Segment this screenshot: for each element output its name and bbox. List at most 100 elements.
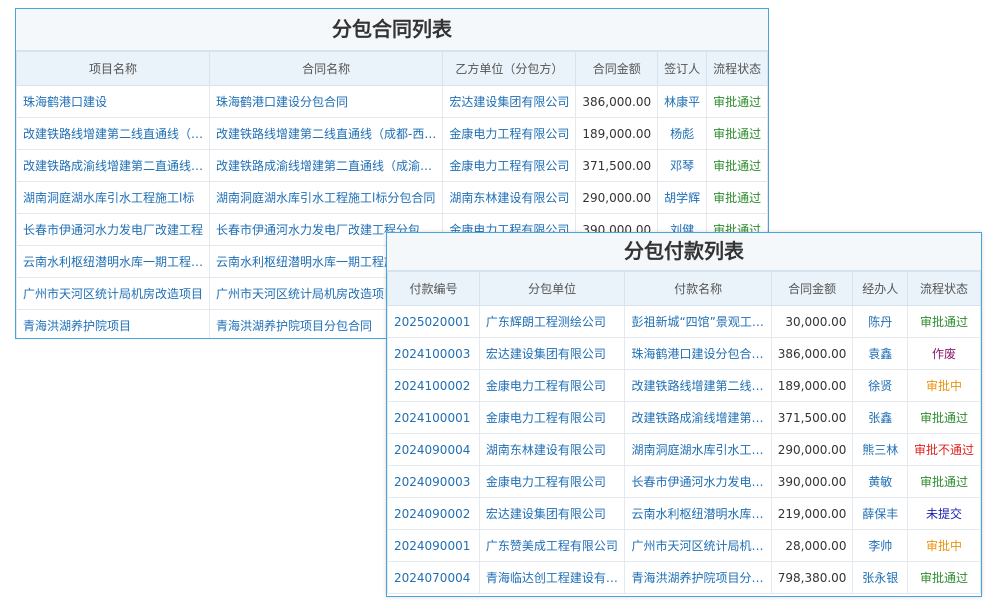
table-cell: 386,000.00 — [770, 337, 854, 370]
table-cell[interactable]: 2024090002 — [387, 497, 480, 530]
table-row[interactable]: 2024100002 金康电力工程有限公司 改建铁路线增建第二线… 189,000.0… — [387, 369, 981, 402]
table-cell[interactable]: 金康电力工程有限公司 — [442, 117, 577, 150]
table-cell: 徐贤 — [852, 369, 908, 402]
table-cell[interactable]: 2024100002 — [387, 369, 480, 402]
table-cell: 390,000.00 — [770, 465, 854, 498]
table-cell[interactable]: 长春市伊通河水力发电厂改建工程 — [16, 213, 211, 246]
table-cell[interactable]: 2024070004 — [387, 561, 480, 594]
panel-title: 分包合同列表 — [16, 9, 768, 51]
table-cell: 219,000.00 — [770, 497, 854, 530]
table-cell[interactable]: 宏达建设集团有限公司 — [442, 85, 577, 118]
column-header: 签订人 — [657, 51, 708, 86]
column-header: 合同金额 — [575, 51, 659, 86]
column-header: 乙方单位（分包方） — [442, 51, 577, 86]
table-row[interactable]: 改建铁路成渝线增建第二直通线… 改建铁路成渝线增建第二直通线（成渝… 金康电力工程有… — [16, 149, 768, 182]
table-row[interactable]: 2024090001 广东赞美成工程有限公司 广州市天河区统计局机… 28,000.0… — [387, 529, 981, 562]
table-row[interactable]: 2024100003 宏达建设集团有限公司 珠海鹤港口建设分包合… 386,000.0… — [387, 337, 981, 370]
table-cell[interactable]: 珠海鹤港口建设分包合同 — [209, 85, 444, 118]
table-cell[interactable]: 金康电力工程有限公司 — [478, 401, 626, 434]
table-cell: 28,000.00 — [770, 529, 854, 562]
table-cell[interactable]: 广东辉朗工程测绘公司 — [478, 305, 626, 338]
table-cell[interactable]: 改建铁路线增建第二线直通线（成都-西… — [209, 117, 444, 150]
table-cell: 386,000.00 — [575, 85, 659, 118]
table-cell[interactable]: 湖南洞庭湖水库引水工… — [624, 433, 772, 466]
table-cell[interactable]: 改建铁路线增建第二线直通线（… — [16, 117, 211, 150]
table-cell[interactable]: 珠海鹤港口建设 — [16, 85, 211, 118]
table-cell[interactable]: 改建铁路线增建第二线… — [624, 369, 772, 402]
table-cell: 30,000.00 — [770, 305, 854, 338]
table-cell[interactable]: 改建铁路成渝线增建第二直通线（成渝… — [209, 149, 444, 182]
table-cell[interactable]: 彭祖新城“四馆”景观工… — [624, 305, 772, 338]
table-cell[interactable]: 云南水利枢纽潜明水库… — [624, 497, 772, 530]
table-cell: 审批通过 — [706, 85, 768, 118]
table-cell: 审批通过 — [906, 561, 981, 594]
table-cell[interactable]: 宏达建设集团有限公司 — [478, 497, 626, 530]
table-cell: 袁鑫 — [852, 337, 908, 370]
payment-table: 付款编号 分包单位 付款名称 合同金额 经办人 流程状态 2025020001 广东辉朗工程测… — [387, 271, 981, 594]
table-cell: 审批不通过 — [906, 433, 981, 466]
table-cell: 林康平 — [657, 85, 708, 118]
table-cell[interactable]: 2024100001 — [387, 401, 480, 434]
table-row[interactable]: 珠海鹤港口建设 珠海鹤港口建设分包合同 宏达建设集团有限公司 386,000.00 林康… — [16, 85, 768, 118]
table-cell: 189,000.00 — [770, 369, 854, 402]
table-cell[interactable]: 青海洪湖养护院项目分… — [624, 561, 772, 594]
table-row[interactable]: 2024090002 宏达建设集团有限公司 云南水利枢纽潜明水库… 219,000.0… — [387, 497, 981, 530]
table-cell[interactable]: 湖南东林建设有限公司 — [478, 433, 626, 466]
table-cell: 审批通过 — [906, 401, 981, 434]
table-cell[interactable]: 2024090001 — [387, 529, 480, 562]
table-cell: 290,000.00 — [770, 433, 854, 466]
column-header: 分包单位 — [478, 271, 626, 306]
column-header: 付款编号 — [387, 271, 480, 306]
table-cell: 张鑫 — [852, 401, 908, 434]
table-cell[interactable]: 改建铁路成渝线增建第二直通线… — [16, 149, 211, 182]
table-cell: 熊三林 — [852, 433, 908, 466]
table-cell[interactable]: 广州市天河区统计局机房改造项目 — [16, 277, 211, 310]
table-cell: 黄敏 — [852, 465, 908, 498]
table-cell: 审批通过 — [706, 117, 768, 150]
table-cell: 未提交 — [906, 497, 981, 530]
table-cell: 陈丹 — [852, 305, 908, 338]
table-cell: 审批中 — [906, 369, 981, 402]
table-cell: 李帅 — [852, 529, 908, 562]
table-cell[interactable]: 湖南东林建设有限公司 — [442, 181, 577, 214]
table-cell: 张永银 — [852, 561, 908, 594]
table-cell[interactable]: 2024100003 — [387, 337, 480, 370]
table-row[interactable]: 改建铁路线增建第二线直通线（… 改建铁路线增建第二线直通线（成都-西… 金康电力工程… — [16, 117, 768, 150]
table-row[interactable]: 2024090004 湖南东林建设有限公司 湖南洞庭湖水库引水工… 290,000.0… — [387, 433, 981, 466]
table-row[interactable]: 2024100001 金康电力工程有限公司 改建铁路成渝线增建第… 371,500.0… — [387, 401, 981, 434]
table-row[interactable]: 湖南洞庭湖水库引水工程施工l标 湖南洞庭湖水库引水工程施工l标分包合同 湖南东林建设… — [16, 181, 768, 214]
table-row[interactable]: 2024090003 金康电力工程有限公司 长春市伊通河水力发电… 390,000.0… — [387, 465, 981, 498]
table-cell[interactable]: 广州市天河区统计局机… — [624, 529, 772, 562]
table-cell: 371,500.00 — [770, 401, 854, 434]
table-cell: 审批通过 — [906, 465, 981, 498]
column-header: 经办人 — [852, 271, 908, 306]
header-row: 项目名称 合同名称 乙方单位（分包方） 合同金额 签订人 流程状态 — [16, 51, 768, 86]
table-cell: 371,500.00 — [575, 149, 659, 182]
table-cell: 邓琴 — [657, 149, 708, 182]
table-cell[interactable]: 宏达建设集团有限公司 — [478, 337, 626, 370]
table-cell[interactable]: 青海洪湖养护院项目 — [16, 309, 211, 338]
table-cell[interactable]: 湖南洞庭湖水库引水工程施工l标分包合同 — [209, 181, 444, 214]
table-cell[interactable]: 云南水利枢纽潜明水库一期工程… — [16, 245, 211, 278]
table-cell[interactable]: 湖南洞庭湖水库引水工程施工l标 — [16, 181, 211, 214]
table-cell[interactable]: 金康电力工程有限公司 — [478, 465, 626, 498]
table-cell[interactable]: 改建铁路成渝线增建第… — [624, 401, 772, 434]
table-cell: 189,000.00 — [575, 117, 659, 150]
payment-panel: 分包付款列表 付款编号 分包单位 付款名称 合同金额 经办人 流程状态 2025020001… — [386, 232, 982, 597]
table-cell[interactable]: 长春市伊通河水力发电… — [624, 465, 772, 498]
panel-title: 分包付款列表 — [387, 233, 981, 271]
table-row[interactable]: 长春市伊通河水力发电厂改建工程 长春市伊通河水力发电厂改建工程分包… 金康电力工程有… — [16, 213, 768, 246]
table-cell[interactable]: 青海临达创工程建设有… — [478, 561, 626, 594]
table-cell[interactable]: 金康电力工程有限公司 — [478, 369, 626, 402]
table-cell[interactable]: 2025020001 — [387, 305, 480, 338]
table-row[interactable]: 2025020001 广东辉朗工程测绘公司 彭祖新城“四馆”景观工… 30,000.0… — [387, 305, 981, 338]
table-row[interactable]: 2024070004 青海临达创工程建设有… 青海洪湖养护院项目分… 798,380.… — [387, 561, 981, 594]
table-cell[interactable]: 珠海鹤港口建设分包合… — [624, 337, 772, 370]
table-cell[interactable]: 2024090004 — [387, 433, 480, 466]
column-header: 流程状态 — [706, 51, 768, 86]
table-cell[interactable]: 2024090003 — [387, 465, 480, 498]
table-cell[interactable]: 广东赞美成工程有限公司 — [478, 529, 626, 562]
table-cell: 胡学辉 — [657, 181, 708, 214]
table-cell[interactable]: 金康电力工程有限公司 — [442, 149, 577, 182]
